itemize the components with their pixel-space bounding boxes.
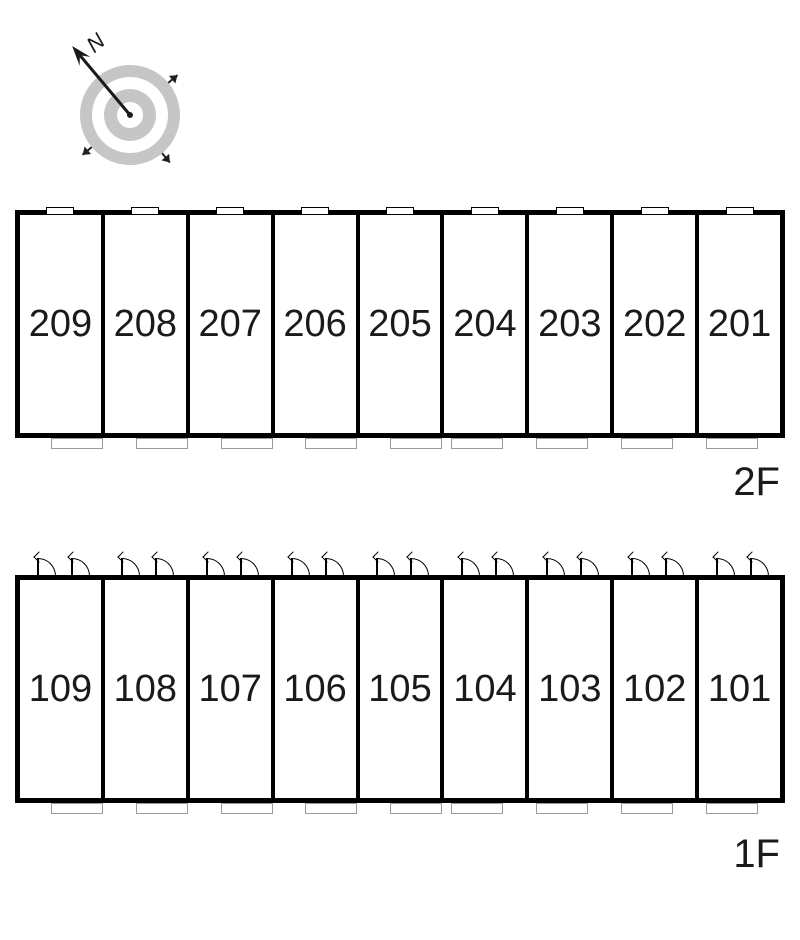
entry-door: [360, 556, 441, 580]
unit-207: 207: [190, 215, 275, 433]
unit-209: 209: [20, 215, 105, 433]
floor-label-1f: 1F: [733, 832, 780, 877]
balcony-window: [305, 438, 357, 449]
balcony-window: [451, 803, 503, 814]
unit-label: 202: [623, 303, 686, 346]
balcony-window: [51, 438, 103, 449]
window-notch: [46, 207, 74, 215]
entry-door: [20, 556, 101, 580]
unit-label: 102: [623, 668, 686, 711]
entry-door: [699, 556, 780, 580]
unit-label: 209: [29, 303, 92, 346]
unit-label: 201: [708, 303, 771, 346]
unit-label: 106: [283, 668, 346, 711]
unit-label: 203: [538, 303, 601, 346]
unit-102: 102: [614, 580, 699, 798]
compass-icon: N: [45, 20, 215, 195]
window-notch: [386, 207, 414, 215]
balcony-window: [221, 803, 273, 814]
balcony-window: [706, 803, 758, 814]
balcony-window: [136, 438, 188, 449]
balcony-window: [536, 803, 588, 814]
unit-label: 108: [114, 668, 177, 711]
floor-label-2f: 2F: [733, 460, 780, 505]
unit-205: 205: [360, 215, 445, 433]
window-notch: [216, 207, 244, 215]
balcony-window: [536, 438, 588, 449]
unit-103: 103: [529, 580, 614, 798]
unit-label: 109: [29, 668, 92, 711]
balcony-window: [621, 803, 673, 814]
window-notch: [301, 207, 329, 215]
unit-206: 206: [275, 215, 360, 433]
unit-108: 108: [105, 580, 190, 798]
unit-label: 101: [708, 668, 771, 711]
balcony-window: [136, 803, 188, 814]
unit-label: 104: [453, 668, 516, 711]
unit-106: 106: [275, 580, 360, 798]
unit-label: 207: [199, 303, 262, 346]
balcony-window: [621, 438, 673, 449]
entry-door: [105, 556, 186, 580]
unit-101: 101: [699, 580, 780, 798]
unit-107: 107: [190, 580, 275, 798]
window-notch: [131, 207, 159, 215]
unit-201: 201: [699, 215, 780, 433]
balcony-window: [51, 803, 103, 814]
balcony-window: [221, 438, 273, 449]
window-notch: [471, 207, 499, 215]
unit-104: 104: [444, 580, 529, 798]
building-row-2f: 209 208 207 206 205 204 203 202 201: [15, 210, 785, 438]
entry-door: [275, 556, 356, 580]
unit-109: 109: [20, 580, 105, 798]
window-notch: [641, 207, 669, 215]
building-row-1f: 109 108 107 106 105 104 103 102 101: [15, 575, 785, 803]
entry-door: [444, 556, 525, 580]
unit-label: 103: [538, 668, 601, 711]
floor-2f: 209 208 207 206 205 204 203 202 201: [15, 210, 785, 438]
unit-204: 204: [444, 215, 529, 433]
window-notch: [726, 207, 754, 215]
balcony-window: [390, 803, 442, 814]
balcony-window: [390, 438, 442, 449]
unit-label: 208: [114, 303, 177, 346]
unit-label: 206: [283, 303, 346, 346]
entry-door: [529, 556, 610, 580]
unit-202: 202: [614, 215, 699, 433]
balcony-window: [706, 438, 758, 449]
compass-letter: N: [81, 28, 109, 57]
unit-label: 107: [199, 668, 262, 711]
unit-label: 105: [368, 668, 431, 711]
entry-door: [614, 556, 695, 580]
balcony-window: [305, 803, 357, 814]
unit-label: 205: [368, 303, 431, 346]
unit-105: 105: [360, 580, 445, 798]
unit-203: 203: [529, 215, 614, 433]
floor-1f: 109 108 107 106 105 104 103 102 101: [15, 575, 785, 803]
balcony-window: [451, 438, 503, 449]
unit-label: 204: [453, 303, 516, 346]
floorplan-diagram: N 209208207206205204203202201 2F 1091081…: [0, 0, 800, 940]
unit-208: 208: [105, 215, 190, 433]
entry-door: [190, 556, 271, 580]
window-notch: [556, 207, 584, 215]
